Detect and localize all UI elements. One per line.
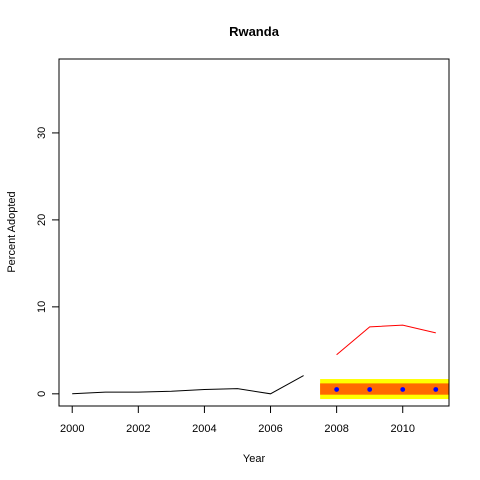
plot-area xyxy=(72,324,449,400)
chart-title: Rwanda xyxy=(229,24,280,39)
y-tick-label: 10 xyxy=(36,301,48,313)
data-point xyxy=(334,387,340,392)
x-tick-label: 2004 xyxy=(192,423,216,435)
plot-frame xyxy=(58,58,450,407)
data-point xyxy=(367,387,373,392)
y-axis-label: Percent Adopted xyxy=(6,191,18,272)
x-tick-label: 2008 xyxy=(324,423,348,435)
x-tick-label: 2006 xyxy=(258,423,282,435)
x-axis: 2000 2002 2004 2006 2008 2010 xyxy=(60,405,415,435)
series-line-2 xyxy=(336,324,436,356)
data-point xyxy=(400,387,406,392)
band-inner xyxy=(320,383,449,395)
x-tick-label: 2000 xyxy=(60,423,84,435)
series-line-1 xyxy=(72,375,304,395)
data-point xyxy=(433,387,439,392)
x-tick-label: 2002 xyxy=(126,423,150,435)
y-tick-label: 0 xyxy=(36,391,48,397)
y-tick-label: 30 xyxy=(36,127,48,139)
y-axis: 0 10 20 30 xyxy=(36,127,60,397)
y-tick-label: 20 xyxy=(36,214,48,226)
x-axis-label: Year xyxy=(243,453,266,465)
x-tick-label: 2010 xyxy=(390,423,414,435)
